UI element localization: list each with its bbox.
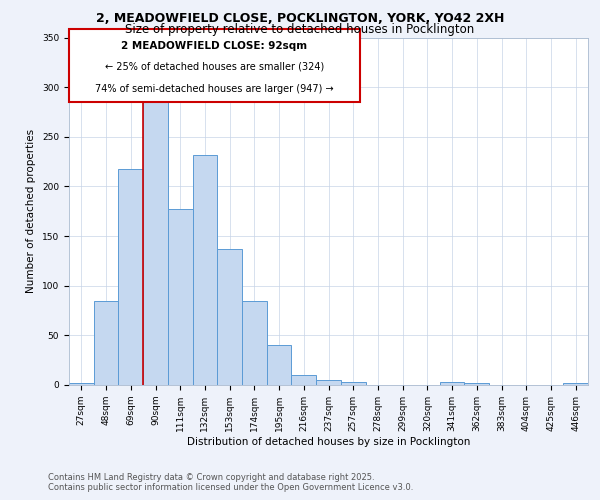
Y-axis label: Number of detached properties: Number of detached properties [26,129,37,294]
Bar [267,346,292,385]
Bar [217,249,242,385]
Bar [193,154,217,385]
Bar [168,210,193,385]
Text: ← 25% of detached houses are smaller (324): ← 25% of detached houses are smaller (32… [104,62,324,72]
Text: Contains HM Land Registry data © Crown copyright and database right 2025.: Contains HM Land Registry data © Crown c… [48,472,374,482]
Bar [292,375,316,385]
Text: 2, MEADOWFIELD CLOSE, POCKLINGTON, YORK, YO42 2XH: 2, MEADOWFIELD CLOSE, POCKLINGTON, YORK,… [96,12,504,26]
Bar [69,383,94,385]
Text: 74% of semi-detached houses are larger (947) →: 74% of semi-detached houses are larger (… [95,84,334,94]
Bar [143,100,168,385]
Bar [341,382,365,385]
Text: Size of property relative to detached houses in Pocklington: Size of property relative to detached ho… [125,22,475,36]
Text: Contains public sector information licensed under the Open Government Licence v3: Contains public sector information licen… [48,482,413,492]
Bar [563,383,588,385]
FancyBboxPatch shape [69,29,359,102]
Bar [242,300,267,385]
Bar [464,383,489,385]
X-axis label: Distribution of detached houses by size in Pocklington: Distribution of detached houses by size … [187,436,470,446]
Bar [440,382,464,385]
Bar [316,380,341,385]
Bar [94,300,118,385]
Text: 2 MEADOWFIELD CLOSE: 92sqm: 2 MEADOWFIELD CLOSE: 92sqm [121,41,307,51]
Bar [118,168,143,385]
